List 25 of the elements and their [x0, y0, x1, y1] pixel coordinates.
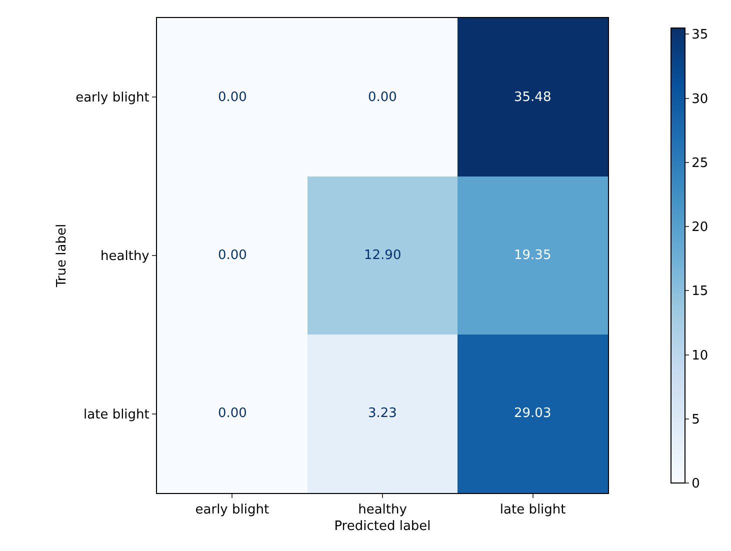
color-bar-label: 25 — [692, 156, 708, 171]
data-label: 0.00 — [218, 248, 247, 263]
x-axis-title: Predicted label — [334, 519, 431, 534]
y-axis-title: True label — [54, 224, 70, 288]
x-tick-label: early blight — [195, 502, 270, 518]
color-bar-label: 30 — [692, 92, 708, 107]
x-tick-label: healthy — [358, 502, 408, 518]
y-tick-label: early blight — [76, 90, 150, 106]
color-bar-label: 35 — [692, 28, 708, 43]
data-label: 0.00 — [368, 90, 397, 105]
data-label: 35.48 — [514, 90, 552, 105]
data-label: 19.35 — [514, 248, 552, 263]
color-bar-label: 5 — [692, 412, 700, 428]
data-label: 0.00 — [218, 406, 247, 421]
color-bar-label: 20 — [692, 220, 708, 236]
color-bar-label: 0 — [692, 476, 700, 492]
color-bar-label: 15 — [692, 284, 708, 300]
data-label: 3.23 — [368, 406, 397, 421]
data-label: 12.90 — [364, 248, 402, 263]
data-label: 0.00 — [218, 90, 247, 105]
x-tick-label: late blight — [500, 502, 566, 518]
y-tick-label: healthy — [100, 249, 150, 264]
data-label: 29.03 — [514, 406, 552, 421]
y-tick-label: late blight — [84, 407, 150, 422]
color-bar-label: 10 — [692, 348, 708, 364]
